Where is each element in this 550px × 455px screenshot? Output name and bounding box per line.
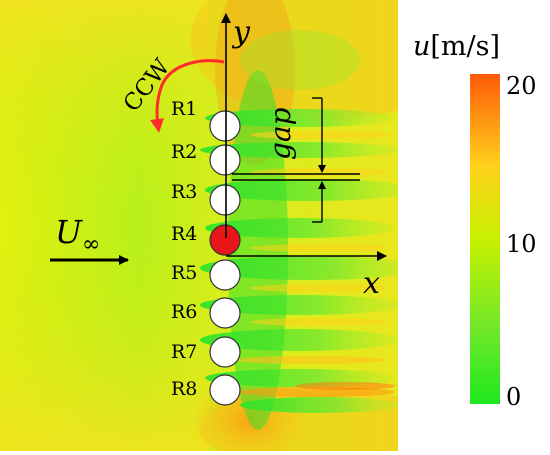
rod-label-r6: R6 — [171, 301, 197, 323]
wake-streaks — [200, 30, 398, 430]
rod-r6 — [209, 297, 241, 329]
jet-streaks — [235, 131, 395, 397]
colorbar-tick-min: 0 — [506, 383, 521, 411]
y-axis-label: y — [231, 15, 251, 50]
colorbar-title: u[m/s] — [413, 31, 500, 62]
rod-label-r7: R7 — [171, 341, 197, 363]
rod-r8 — [209, 374, 241, 406]
x-axis-label: x — [363, 266, 380, 301]
velocity-field — [0, 0, 398, 451]
rod-r3 — [209, 184, 241, 216]
gap-dimension: gap — [232, 97, 360, 223]
rod-label-r5: R5 — [171, 262, 197, 284]
coordinate-axes: y x — [221, 13, 387, 301]
colorbar: u[m/s] 20 10 0 — [413, 31, 537, 411]
rod-label-r2: R2 — [171, 141, 197, 163]
rod-label-r3: R3 — [171, 181, 197, 203]
rod-label-r4: R4 — [171, 223, 197, 245]
rod-array — [209, 110, 241, 406]
colorbar-gradient — [470, 74, 500, 404]
colorbar-tick-mid: 10 — [506, 230, 537, 258]
freestream-symbol: U∞ — [55, 213, 100, 257]
gap-label: gap — [264, 107, 297, 160]
colorbar-tick-max: 20 — [506, 72, 537, 100]
rod-r5 — [209, 259, 241, 291]
ccw-arrow-icon — [150, 59, 225, 133]
rod-r4-highlighted — [209, 224, 241, 256]
rod-r7 — [209, 336, 241, 368]
rod-label-r8: R8 — [171, 378, 197, 400]
rod-labels: R1 R2 R3 R4 R5 R6 R7 R8 — [171, 98, 197, 400]
rod-r2 — [209, 144, 241, 176]
freestream-indicator: U∞ — [50, 213, 129, 265]
rod-label-r1: R1 — [171, 98, 197, 120]
rod-r1 — [209, 110, 241, 142]
